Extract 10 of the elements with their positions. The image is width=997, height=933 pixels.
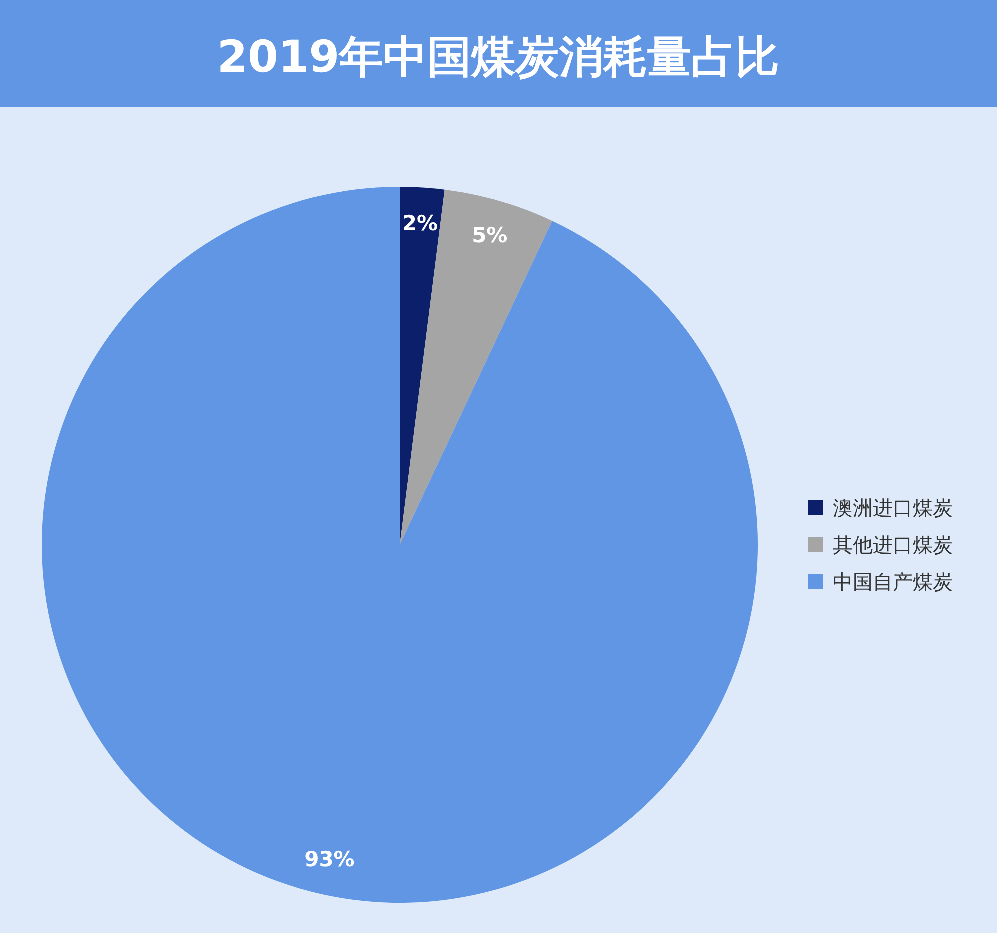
pie-slice xyxy=(400,187,445,545)
pie-slice xyxy=(42,187,758,903)
data-label: 93% xyxy=(304,847,355,872)
data-label: 5% xyxy=(472,224,508,248)
pie-slice xyxy=(400,190,552,545)
legend-label: 其他进口煤炭 xyxy=(833,533,953,557)
legend-label: 中国自产煤炭 xyxy=(833,570,953,594)
legend-label: 澳洲进口煤炭 xyxy=(833,496,953,520)
data-label: 2% xyxy=(402,211,438,236)
chart-title: 2019年中国煤炭消耗量占比 xyxy=(217,32,780,83)
